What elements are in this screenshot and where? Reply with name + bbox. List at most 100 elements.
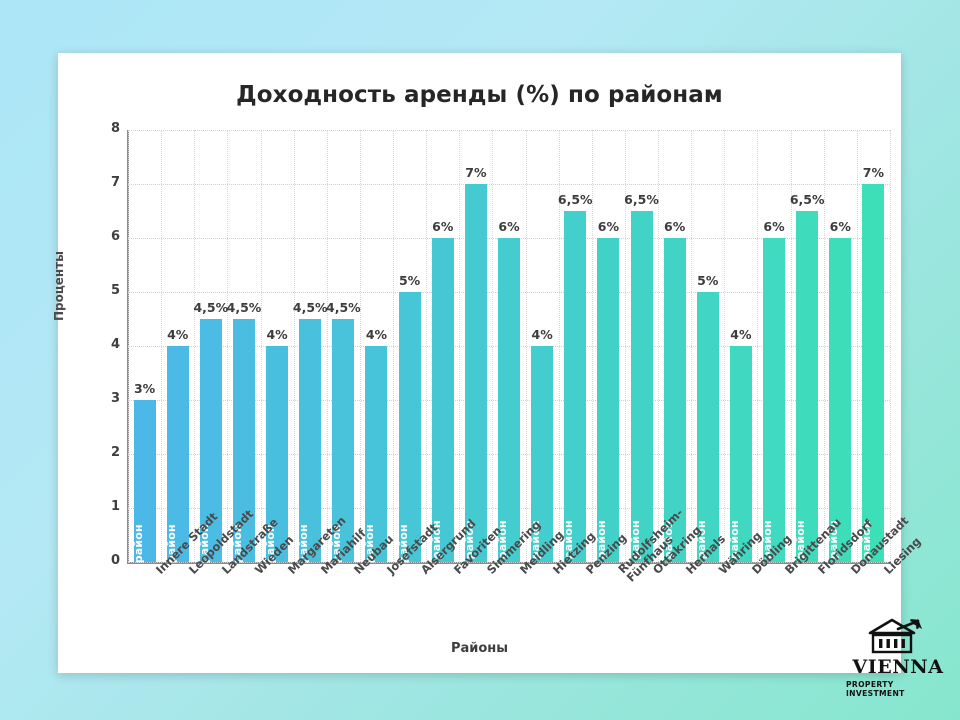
- gridline-vertical: [856, 130, 858, 562]
- bar-value-label: 5%: [697, 273, 719, 288]
- y-axis-tick-label: 5: [110, 283, 120, 298]
- bar-value-label: 4,5%: [193, 300, 229, 315]
- bar-value-label: 3%: [133, 381, 156, 396]
- x-axis-tick-label: Rudolfsheim-Fünfhaus: [616, 506, 686, 585]
- gridline-vertical: [724, 130, 726, 562]
- gridline-vertical: [525, 130, 527, 562]
- bar[interactable]: 5% 18-й район: [695, 273, 719, 592]
- bar-value-label: 5%: [398, 273, 421, 288]
- bar-value-label: 4%: [730, 327, 752, 342]
- bar-value-label: 6%: [432, 219, 454, 234]
- bar-value-label: 4%: [531, 327, 553, 342]
- plot-area: 3% 1-й район 4% 2-й район 4,5% 3-й район 4,5% 4…: [128, 130, 891, 592]
- x-axis-tick-label: Hernals: [683, 532, 728, 577]
- bar-value-label: 6,5%: [789, 192, 825, 207]
- bar[interactable]: 4% 5-й район: [264, 327, 289, 588]
- bar-value-label: 4%: [266, 327, 288, 342]
- bar[interactable]: 4,5% 3-й район: [193, 300, 228, 588]
- y-axis-tick-label: 4: [110, 337, 120, 352]
- x-axis-tick-label: Josefstadt: [384, 521, 440, 577]
- gridline-vertical: [492, 130, 494, 562]
- bar[interactable]: 6,5% 21-й район: [790, 192, 825, 592]
- gridline-vertical: [393, 130, 395, 562]
- y-axis-tick-label: 0: [110, 553, 120, 568]
- x-axis-tick-label: Neubau: [351, 532, 396, 577]
- bar[interactable]: 4% 2-й район: [165, 327, 189, 588]
- bar[interactable]: 4% 19-й район: [728, 327, 752, 592]
- y-axis-tick-label: 2: [110, 445, 120, 460]
- vienna-property-investment-logo: VIENNA PROPERTY INVESTMENT: [846, 617, 950, 701]
- bar-value-label: 6%: [664, 219, 686, 234]
- bar[interactable]: 4% 13-й район: [529, 327, 554, 592]
- chart-card: Доходность аренды (%) по районам Процент…: [52, 53, 925, 673]
- x-axis-tick-label: Wieden: [252, 533, 296, 577]
- bar[interactable]: 6% 15-й район: [595, 219, 620, 592]
- y-axis-tick-label: 3: [110, 391, 120, 406]
- bar-value-label: 4%: [167, 327, 189, 342]
- bar[interactable]: 3% 1-й район: [132, 381, 156, 588]
- gridline-vertical: [326, 130, 328, 562]
- x-axis-tick-label: Währing: [716, 529, 764, 577]
- bank-building-with-growth-arrow-icon: [868, 618, 922, 654]
- gridline-vertical: [161, 130, 163, 562]
- x-axis-tick-label: Floridsdorf: [815, 517, 875, 577]
- bar[interactable]: 6% 17-й район: [662, 219, 686, 592]
- logo-name: VIENNA: [852, 656, 944, 678]
- bar[interactable]: 6,5% 14-й район: [558, 192, 593, 592]
- gridline-horizontal: [128, 184, 890, 185]
- bar[interactable]: 4,5% 4-й район: [227, 300, 262, 588]
- x-axis-tick-label: Margareten: [285, 513, 349, 577]
- x-axis-tick-label: Brigittenau: [782, 515, 844, 577]
- x-axis-tick-label: Meidling: [517, 528, 566, 577]
- bar[interactable]: 6% 12-й район: [496, 219, 520, 592]
- bar[interactable]: 4,5% 7-й район: [326, 300, 361, 588]
- bar-value-label: 6%: [829, 219, 851, 234]
- x-axis-title: Районы: [450, 641, 509, 656]
- gridline-vertical: [757, 130, 759, 562]
- bar-value-label: 6%: [498, 219, 520, 234]
- bar[interactable]: 6% 20-й район: [761, 219, 786, 592]
- x-axis-tick-label: Penzing: [583, 531, 629, 577]
- bar[interactable]: 7% 23-й район: [860, 165, 885, 592]
- x-axis-tick-label: Alsergrund: [418, 516, 479, 577]
- x-axis-tick-label: Leopoldstadt: [186, 507, 256, 577]
- gridline-vertical: [359, 130, 361, 562]
- y-axis-tick-label: 8: [110, 121, 120, 136]
- gridline-vertical: [459, 130, 461, 562]
- x-axis-tick-label: Landstraße: [219, 515, 281, 577]
- gridline-vertical: [426, 130, 428, 562]
- bar[interactable]: 6% 10-й район: [430, 219, 454, 592]
- gridline-horizontal: [128, 130, 890, 131]
- bar-value-label: 4,5%: [226, 300, 262, 315]
- x-axis-tick-label: Liesing: [881, 534, 925, 577]
- x-axis-tick-label: Mariahilf: [318, 526, 369, 577]
- bar-value-label: 6,5%: [557, 192, 593, 207]
- x-axis-tick-label: Simmering: [484, 517, 543, 576]
- bar-value-label: 4,5%: [292, 300, 328, 315]
- bar[interactable]: 4,5% 6-й район: [293, 300, 328, 588]
- bar[interactable]: 6,5% 16-й район: [624, 192, 659, 592]
- gridline-vertical: [128, 130, 129, 562]
- bar-value-label: 7%: [862, 165, 885, 180]
- bar-inner-label: 1-й район: [131, 524, 145, 588]
- gridline-vertical: [293, 130, 295, 562]
- gridline-vertical: [691, 130, 693, 562]
- bar[interactable]: 6% 22-й район: [827, 219, 852, 592]
- x-axis-tick-label: Innere Stadt: [153, 510, 220, 577]
- y-axis-tick-label: 1: [110, 499, 120, 514]
- bar[interactable]: 5% 9-й район: [397, 273, 421, 588]
- bar[interactable]: 4% 8-й район: [363, 327, 388, 588]
- x-axis-tick-label: Favoriten: [451, 524, 504, 577]
- y-axis-title: Проценты: [52, 250, 66, 321]
- gridline-vertical: [890, 130, 891, 562]
- x-axis-tick-label: Döbling: [749, 532, 794, 577]
- gridline-vertical: [194, 130, 196, 562]
- y-axis-tick-label: 7: [110, 175, 120, 190]
- bar[interactable]: 7% 11-й район: [463, 165, 487, 592]
- x-axis-line: [127, 562, 891, 564]
- gridline-vertical: [227, 130, 229, 562]
- bar-value-label: 4,5%: [326, 300, 361, 315]
- bar-value-label: 6%: [763, 219, 785, 234]
- logo-tagline: PROPERTY INVESTMENT: [846, 680, 905, 698]
- x-axis-tick-label: Ottakring: [650, 523, 704, 577]
